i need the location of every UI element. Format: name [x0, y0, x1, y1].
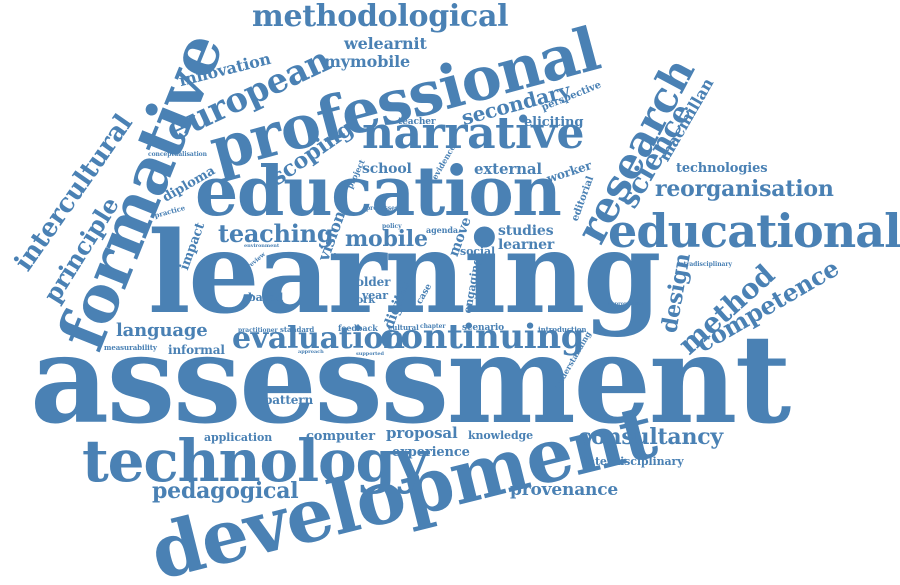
word-conceptualisation: conceptualisation	[148, 151, 207, 158]
word-education: education	[195, 152, 562, 232]
word-feedback: feedback	[338, 323, 378, 333]
word-learning: learning	[148, 208, 661, 339]
word-reorganisation: reorganisation	[655, 176, 834, 202]
word-learner: learner	[498, 237, 555, 253]
word-knowledge: knowledge	[468, 429, 533, 442]
word-pattern: pattern	[264, 393, 314, 407]
word-introduction: introduction	[538, 325, 587, 334]
word-practitioner: practitioner	[238, 327, 278, 334]
word-eliciting: eliciting	[524, 115, 584, 130]
word-standard: standard	[280, 325, 315, 334]
word-evaluation: evaluation	[232, 321, 405, 356]
word-language: language	[116, 320, 208, 341]
word-proposal: proposal	[386, 424, 458, 442]
word-application: application	[204, 431, 273, 444]
word-pedagogical: pedagogical	[152, 478, 299, 504]
word-external: external	[474, 160, 542, 178]
word-welearnit: welearnit	[344, 34, 427, 53]
word-processes: processes	[366, 205, 399, 212]
word-scenario: scenario	[462, 323, 505, 333]
word-teacher: teacher	[398, 117, 436, 127]
word-agenda: agenda	[426, 225, 458, 235]
word-technology: technology	[82, 427, 429, 495]
word-supported: supported	[356, 351, 384, 357]
word-year: year	[362, 289, 388, 302]
word-continuing: continuing	[380, 317, 585, 357]
word-computer: computer	[306, 429, 375, 444]
word-studies: studies	[498, 223, 554, 239]
word-educational: educational	[608, 204, 900, 258]
word-environment: environment	[244, 243, 280, 249]
word-teaching: teaching	[218, 219, 334, 248]
word-older: older	[356, 275, 391, 289]
word-based: based	[248, 291, 284, 304]
word-experience: experience	[392, 445, 470, 460]
word-doctor: doctor	[332, 253, 354, 260]
word-narrative: narrative	[362, 108, 585, 159]
word-measurability: measurability	[104, 343, 157, 352]
word-provenance: provenance	[510, 480, 619, 500]
word-appropriation: appropriation	[608, 301, 647, 307]
word-intradisciplinary: intradisciplinary	[677, 261, 732, 268]
word-technologies: technologies	[676, 161, 768, 176]
word-chapter: chapter	[420, 323, 446, 330]
word-social: social	[460, 245, 496, 258]
word-cultural: cultural	[388, 323, 419, 332]
word-methodological: methodological	[252, 0, 509, 34]
word-consultancy: consultancy	[578, 424, 723, 450]
word-assessment: assessment	[30, 307, 791, 451]
word-policy: policy	[382, 223, 402, 230]
word-mobile: mobile	[345, 226, 428, 252]
word-work: work	[348, 295, 376, 306]
word-mymobile: mymobile	[324, 52, 411, 71]
word-interdisciplinary: interdisciplinary	[583, 455, 684, 468]
word-informal: informal	[168, 343, 225, 357]
word-approach: approach	[298, 349, 324, 355]
word-school: school	[362, 161, 412, 177]
